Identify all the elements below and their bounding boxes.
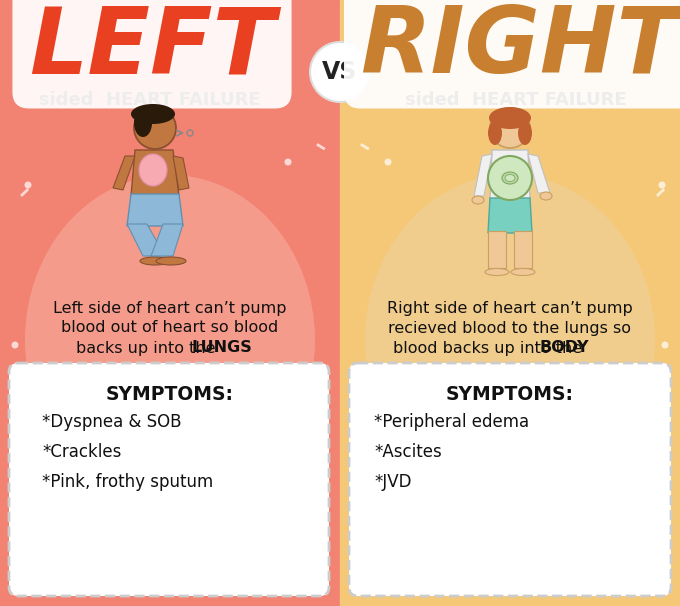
Text: sided  HEART FAILURE: sided HEART FAILURE: [39, 91, 261, 109]
Text: VS: VS: [322, 60, 358, 84]
Text: *Ascites: *Ascites: [374, 443, 442, 461]
Circle shape: [311, 571, 318, 579]
Text: BODY: BODY: [539, 341, 589, 356]
Polygon shape: [131, 150, 179, 196]
Circle shape: [662, 342, 668, 348]
Circle shape: [24, 182, 31, 188]
Ellipse shape: [139, 154, 167, 186]
Bar: [0, 0, 340, 606]
Polygon shape: [514, 231, 532, 268]
Circle shape: [22, 502, 29, 508]
Text: Right side of heart can’t pump: Right side of heart can’t pump: [387, 301, 633, 316]
Text: SYMPTOMS:: SYMPTOMS:: [106, 384, 234, 404]
Circle shape: [134, 107, 176, 149]
Ellipse shape: [156, 257, 186, 265]
Text: *Dyspnea & SOB: *Dyspnea & SOB: [42, 413, 182, 431]
Ellipse shape: [511, 268, 535, 276]
Polygon shape: [490, 150, 530, 200]
Ellipse shape: [134, 109, 152, 137]
Circle shape: [654, 502, 662, 508]
Text: SYMPTOMS:: SYMPTOMS:: [446, 384, 574, 404]
Text: RIGHT: RIGHT: [360, 2, 679, 92]
Text: LEFT: LEFT: [29, 2, 275, 92]
Text: Left side of heart can’t pump: Left side of heart can’t pump: [53, 301, 287, 316]
Ellipse shape: [140, 257, 170, 265]
Ellipse shape: [488, 121, 502, 145]
Circle shape: [490, 108, 530, 148]
Ellipse shape: [505, 175, 515, 182]
Polygon shape: [488, 198, 532, 233]
Text: sided  HEART FAILURE: sided HEART FAILURE: [405, 91, 627, 109]
Polygon shape: [113, 156, 135, 190]
Circle shape: [384, 159, 392, 165]
Text: backs up into the: backs up into the: [75, 341, 220, 356]
Text: *Crackles: *Crackles: [42, 443, 121, 461]
Ellipse shape: [518, 121, 532, 145]
Polygon shape: [528, 154, 550, 193]
Ellipse shape: [472, 196, 484, 204]
Ellipse shape: [25, 175, 315, 505]
Text: *JVD: *JVD: [374, 473, 411, 491]
Circle shape: [284, 159, 292, 165]
Text: LUNGS: LUNGS: [192, 341, 252, 356]
Ellipse shape: [131, 104, 175, 124]
Text: blood backs up into the: blood backs up into the: [393, 341, 587, 356]
Polygon shape: [474, 154, 492, 196]
Polygon shape: [151, 224, 183, 256]
Circle shape: [488, 156, 532, 200]
Circle shape: [658, 182, 666, 188]
Text: recieved blood to the lungs so: recieved blood to the lungs so: [388, 321, 632, 336]
Polygon shape: [127, 224, 165, 256]
Ellipse shape: [485, 268, 509, 276]
Ellipse shape: [502, 172, 518, 184]
Bar: [340, 0, 680, 606]
FancyBboxPatch shape: [9, 363, 329, 596]
Text: *Peripheral edema: *Peripheral edema: [374, 413, 529, 431]
Circle shape: [310, 42, 370, 102]
Polygon shape: [127, 194, 183, 226]
Polygon shape: [488, 231, 506, 268]
Polygon shape: [173, 156, 189, 190]
Text: *Pink, frothy sputum: *Pink, frothy sputum: [42, 473, 214, 491]
Ellipse shape: [540, 192, 552, 200]
Ellipse shape: [365, 175, 655, 505]
Circle shape: [12, 342, 18, 348]
Ellipse shape: [489, 107, 531, 129]
FancyBboxPatch shape: [349, 363, 671, 596]
Text: blood out of heart so blood: blood out of heart so blood: [61, 321, 279, 336]
Circle shape: [362, 571, 369, 579]
